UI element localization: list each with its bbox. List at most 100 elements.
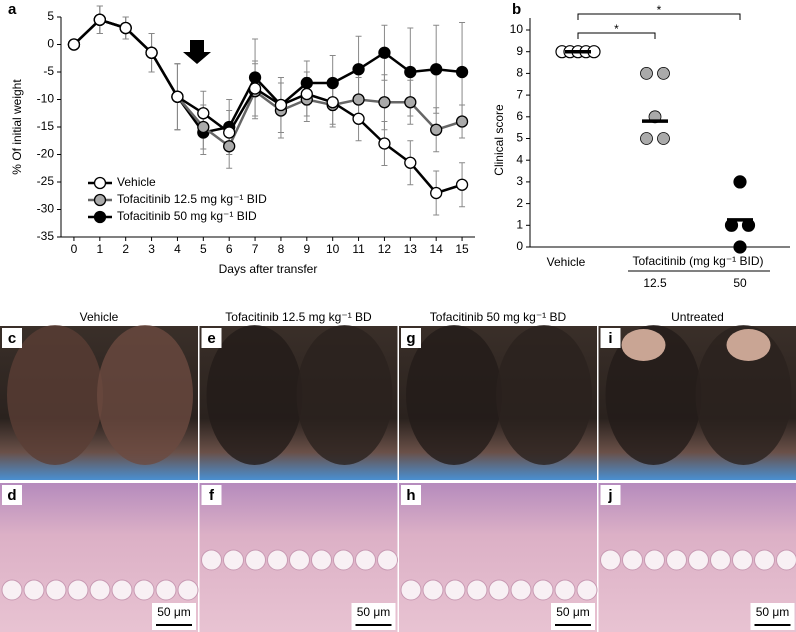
photo-detail (7, 325, 103, 465)
photo-detail (466, 579, 488, 601)
x-tick-label: 1 (96, 242, 103, 256)
photo-detail (67, 579, 89, 601)
scale-label: 50 μm (357, 605, 391, 619)
photo-detail (377, 549, 398, 571)
photo-detail (754, 549, 775, 571)
panel-title: Tofacitinib 12.5 mg kg⁻¹ BD (225, 310, 372, 324)
group-label: Tofacitinib (mg kg⁻¹ BID) (632, 254, 763, 268)
x-tick-label: 3 (148, 242, 155, 256)
marker (455, 178, 469, 191)
letter-box (2, 485, 22, 505)
photo-detail (355, 549, 376, 571)
legend-label: Tofacitinib 12.5 mg kg⁻¹ BID (117, 192, 267, 206)
y-tick-label: -20 (37, 147, 55, 161)
letter-box (201, 485, 222, 505)
photo-detail (688, 549, 709, 571)
y-tick-label: 5 (516, 131, 523, 145)
photo-detail (496, 325, 592, 465)
photo-detail (532, 579, 554, 601)
dot (657, 132, 670, 145)
marker (223, 126, 236, 139)
significance-bracket (577, 13, 741, 20)
marker (197, 107, 210, 120)
series-line (73, 18, 463, 134)
marker (378, 96, 391, 109)
photo-detail (1, 579, 23, 601)
photo-detail (554, 579, 576, 601)
x-tick-label: 10 (326, 242, 340, 256)
x-axis-label: Days after transfer (219, 262, 318, 276)
x-tick-label: 50 (733, 276, 747, 290)
dot (657, 67, 670, 80)
marker (300, 87, 313, 101)
photo-detail (155, 579, 177, 601)
photo-detail (111, 579, 133, 601)
x-tick-label: 13 (404, 242, 418, 256)
photo-detail (644, 549, 665, 571)
letter-box (600, 328, 621, 348)
panel-letter: g (406, 330, 415, 347)
photo-detail (400, 579, 422, 601)
marker (248, 71, 262, 84)
panel-letter: f (209, 487, 215, 504)
x-tick-label: 12 (378, 242, 392, 256)
photo-detail (666, 549, 687, 571)
x-tick-label: 5 (200, 242, 207, 256)
marker (378, 46, 391, 59)
photo-detail (710, 549, 731, 571)
y-tick-label: 4 (516, 152, 523, 166)
y-tick-label: -35 (37, 229, 55, 243)
letter-box (401, 485, 421, 505)
panel-letter: h (406, 487, 415, 504)
photo-detail (97, 325, 193, 465)
x-tick-label: 14 (430, 242, 444, 256)
y-tick-label: 7 (516, 87, 523, 101)
y-tick-label: -30 (37, 202, 55, 216)
photo-detail (732, 549, 753, 571)
y-tick-label: -25 (37, 174, 55, 188)
panel-letter: j (607, 487, 612, 504)
y-tick-label: 9 (516, 44, 523, 58)
y-tick-label: 8 (516, 66, 523, 80)
significance-bracket (577, 32, 656, 39)
photo-detail (726, 329, 771, 361)
marker (404, 65, 417, 79)
photo-detail (695, 325, 792, 465)
marker (93, 13, 106, 26)
y-tick-label: -15 (37, 119, 55, 133)
photo-detail (622, 549, 643, 571)
photo-detail (223, 549, 244, 571)
y-tick-label: 3 (516, 174, 523, 188)
marker (223, 140, 236, 153)
marker (430, 63, 443, 76)
photo-detail (776, 549, 796, 571)
marker (455, 65, 469, 79)
scale-label: 50 μm (556, 605, 590, 619)
photo-detail (206, 325, 303, 465)
marker (145, 46, 158, 59)
legend-marker (93, 193, 107, 207)
photo-detail (45, 579, 67, 601)
x-tick-label: 0 (71, 242, 78, 256)
marker (326, 96, 339, 109)
photo-detail (422, 579, 444, 601)
y-axis-label: Clinical score (492, 104, 506, 176)
photo-detail (444, 579, 466, 601)
marker (352, 112, 365, 125)
y-axis-label: % Of initial weight (10, 79, 24, 175)
marker (455, 115, 469, 128)
legend-marker (93, 176, 107, 190)
series-line (73, 18, 463, 149)
photo-detail (600, 549, 621, 571)
photo-detail (605, 325, 702, 465)
x-tick-label: 7 (252, 242, 259, 256)
photo-detail (621, 329, 666, 361)
panel-letter: i (608, 330, 612, 347)
panel-title: Vehicle (80, 310, 119, 324)
photo-detail (296, 325, 393, 465)
x-tick-label: Vehicle (547, 255, 586, 269)
marker (119, 21, 132, 35)
letter-box (600, 485, 621, 505)
marker (352, 93, 365, 106)
